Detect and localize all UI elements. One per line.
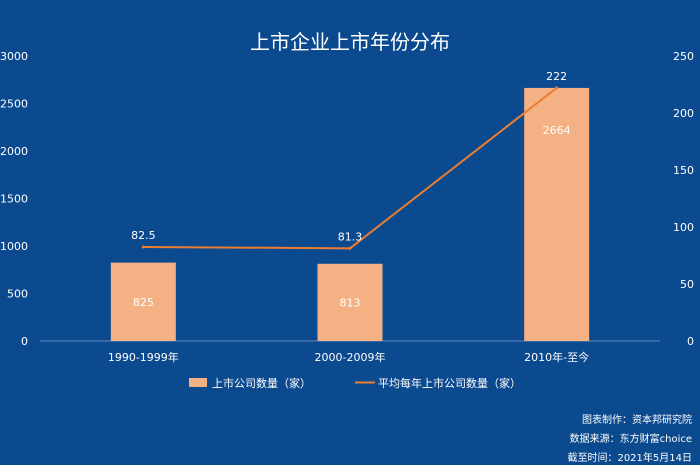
x-tick-label: 2000-2009年	[315, 350, 386, 364]
left-y-tick-label: 0	[21, 335, 28, 348]
credit-date: 截至时间：2021年5月14日	[567, 451, 692, 464]
left-y-axis: 0 500 1000 1500 2000 2500 3000	[0, 50, 28, 348]
left-y-tick-label: 2000	[0, 145, 28, 158]
legend-bar-label: 上市公司数量（家）	[212, 376, 311, 390]
chart-title: 上市企业上市年份分布	[250, 30, 450, 54]
bar-data-label: 813	[340, 296, 361, 309]
line-data-label: 81.3	[338, 230, 363, 243]
left-y-tick-label: 2500	[0, 98, 28, 111]
bar	[317, 263, 383, 341]
line-point	[141, 245, 145, 249]
left-y-tick-label: 1000	[0, 240, 28, 253]
line-data-label: 222	[546, 70, 567, 83]
x-tick-label: 1990-1999年	[108, 350, 179, 364]
right-y-tick-label: 150	[673, 164, 694, 177]
bar-series: 825 813 2664	[110, 87, 590, 341]
legend-line-label: 平均每年上市公司数量（家）	[378, 376, 521, 390]
bar	[110, 262, 176, 341]
left-y-tick-label: 3000	[0, 50, 28, 63]
legend-bar-swatch	[189, 378, 207, 387]
credit-source: 数据来源：东方财富choice	[570, 432, 692, 445]
credit-producer: 图表制作：资本邦研究院	[582, 413, 692, 426]
credits: 图表制作：资本邦研究院 数据来源：东方财富choice 截至时间：2021年5月…	[567, 413, 692, 464]
left-y-tick-label: 1500	[0, 193, 28, 206]
x-axis: 1990-1999年 2000-2009年 2010年-至今	[108, 350, 589, 364]
line-point	[348, 246, 352, 250]
right-y-tick-label: 200	[673, 107, 694, 120]
right-y-axis: 0 50 100 150 200 250	[673, 50, 694, 348]
bar-data-label: 2664	[543, 124, 571, 137]
right-y-tick-label: 250	[673, 50, 694, 63]
bar-data-label: 825	[133, 296, 154, 309]
line-path	[143, 87, 558, 250]
line-series: 82.5 81.3 222	[131, 70, 567, 250]
bar	[524, 87, 590, 341]
right-y-tick-label: 50	[680, 278, 694, 291]
right-y-tick-label: 100	[673, 221, 694, 234]
line-point	[555, 86, 559, 90]
line-data-label: 82.5	[131, 229, 156, 242]
right-y-tick-label: 0	[687, 335, 694, 348]
legend: 上市公司数量（家） 平均每年上市公司数量（家）	[189, 376, 521, 390]
left-y-tick-label: 500	[7, 288, 28, 301]
x-tick-label: 2010年-至今	[524, 350, 589, 364]
